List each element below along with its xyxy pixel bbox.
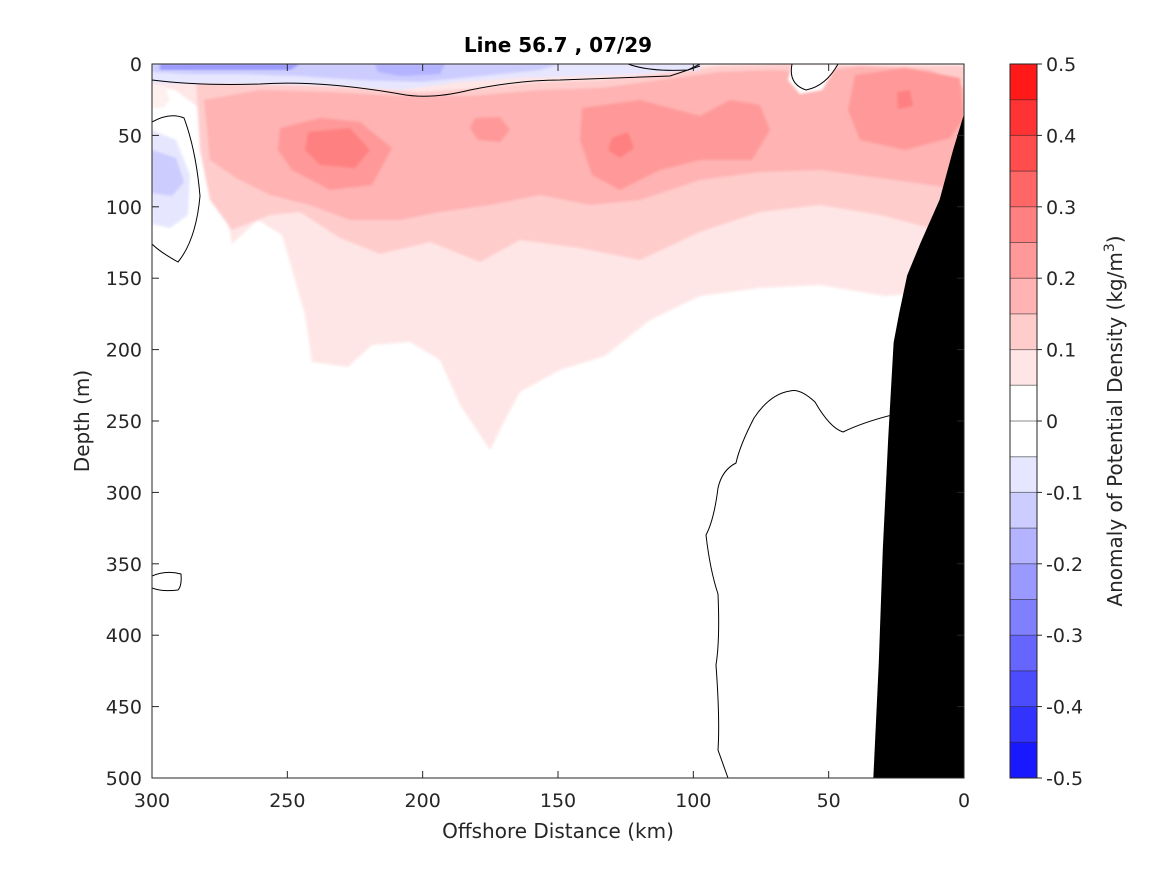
y-tick-label: 450 bbox=[106, 697, 142, 719]
colorbar-band bbox=[1010, 563, 1037, 600]
colorbar-tick-label: -0.5 bbox=[1046, 768, 1083, 790]
anomaly-band bbox=[580, 100, 770, 190]
colorbar-band bbox=[1010, 349, 1037, 386]
anomaly-band bbox=[788, 64, 838, 94]
colorbar-tick-label: -0.1 bbox=[1046, 482, 1083, 504]
chart-title: Line 56.7 , 07/29 bbox=[464, 33, 652, 57]
colorbar-band bbox=[1010, 706, 1037, 743]
colorbar-tick-label: -0.3 bbox=[1046, 625, 1083, 647]
y-tick-label: 250 bbox=[106, 411, 142, 433]
colorbar-tick-label: 0.3 bbox=[1046, 197, 1076, 219]
y-tick-label: 100 bbox=[106, 197, 142, 219]
colorbar-band bbox=[1010, 242, 1037, 279]
x-tick-label: 0 bbox=[958, 790, 970, 812]
x-tick-label: 250 bbox=[269, 790, 305, 812]
anomaly-band bbox=[375, 64, 445, 76]
colorbar-band bbox=[1010, 635, 1037, 672]
y-tick-label: 200 bbox=[106, 340, 142, 362]
plot-area: 300 250 200 150 100 50 0 050100150200250300350… bbox=[106, 54, 970, 812]
zero-contour-lines bbox=[152, 64, 964, 778]
x-axis-label: Offshore Distance (km) bbox=[442, 819, 674, 843]
colorbar-band bbox=[1010, 385, 1037, 422]
colorbar-label-close: ) bbox=[1103, 235, 1127, 243]
colorbar-band bbox=[1010, 99, 1037, 136]
zero-contour bbox=[152, 571, 182, 592]
colorbar: 0.5 0.4 0.3 0.2 0.1 0 -0.1 -0.2 -0.3 -0.4 -0.5 bbox=[1009, 54, 1083, 790]
y-tick-label: 350 bbox=[106, 554, 142, 576]
zero-contour bbox=[627, 64, 701, 71]
colorbar-band bbox=[1010, 135, 1037, 172]
colorbar-band bbox=[1010, 742, 1037, 779]
anomaly-band bbox=[160, 64, 300, 70]
anomaly-band bbox=[152, 150, 184, 196]
anomaly-band bbox=[897, 90, 913, 109]
colorbar-band bbox=[1010, 64, 1037, 101]
bathymetry-shelf bbox=[873, 113, 964, 778]
zero-contour bbox=[705, 390, 964, 778]
x-tick-label: 200 bbox=[405, 790, 441, 812]
colorbar-band bbox=[1010, 421, 1037, 458]
density-anomaly-field bbox=[152, 64, 964, 450]
y-tick-label: 50 bbox=[118, 125, 142, 147]
colorbar-label-main: Anomaly of Potential Density (kg/m bbox=[1103, 252, 1127, 606]
y-tick-label: 400 bbox=[106, 625, 142, 647]
colorbar-band bbox=[1010, 492, 1037, 529]
y-tick-label: 300 bbox=[106, 482, 142, 504]
x-axis: 300 250 200 150 100 50 0 bbox=[134, 64, 970, 812]
y-tick-label: 150 bbox=[106, 268, 142, 290]
anomaly-band bbox=[305, 128, 370, 168]
colorbar-band bbox=[1010, 171, 1037, 208]
zero-contour bbox=[790, 64, 839, 91]
colorbar-tick-label: 0.2 bbox=[1046, 268, 1076, 290]
anomaly-band bbox=[470, 117, 510, 142]
anomaly-band bbox=[848, 68, 964, 150]
anomaly-band bbox=[152, 85, 170, 108]
y-tick-label: 500 bbox=[106, 768, 142, 790]
colorbar-band bbox=[1010, 206, 1037, 243]
colorbar-band bbox=[1010, 670, 1037, 708]
colorbar-band bbox=[1010, 528, 1037, 565]
colorbar-band bbox=[1010, 456, 1037, 493]
colorbar-tick-label: -0.4 bbox=[1046, 697, 1083, 719]
colorbar-band bbox=[1010, 278, 1037, 315]
x-tick-label: 150 bbox=[540, 790, 576, 812]
anomaly-band bbox=[608, 132, 634, 158]
colorbar-tick-label: 0.5 bbox=[1046, 54, 1076, 76]
x-tick-label: 100 bbox=[675, 790, 711, 812]
y-tick-label: 0 bbox=[130, 54, 142, 76]
colorbar-label: Anomaly of Potential Density (kg/m3) bbox=[1102, 235, 1127, 606]
x-tick-label: 300 bbox=[134, 790, 170, 812]
zero-contour bbox=[152, 65, 701, 97]
colorbar-tick-label: 0 bbox=[1046, 411, 1058, 433]
colorbar-band bbox=[1010, 599, 1037, 636]
colorbar-tick-label: -0.2 bbox=[1046, 554, 1083, 576]
colorbar-band bbox=[1010, 313, 1037, 351]
colorbar-label-superscript: 3 bbox=[1102, 243, 1118, 252]
y-axis-label: Depth (m) bbox=[70, 370, 94, 472]
colorbar-tick-label: 0.4 bbox=[1046, 125, 1076, 147]
zero-contour bbox=[152, 115, 201, 263]
colorbar-tick-label: 0.1 bbox=[1046, 340, 1076, 362]
y-axis: 0 50 100 150 200 250 300 350 400 450 500 bbox=[106, 54, 964, 790]
x-tick-label: 50 bbox=[817, 790, 841, 812]
